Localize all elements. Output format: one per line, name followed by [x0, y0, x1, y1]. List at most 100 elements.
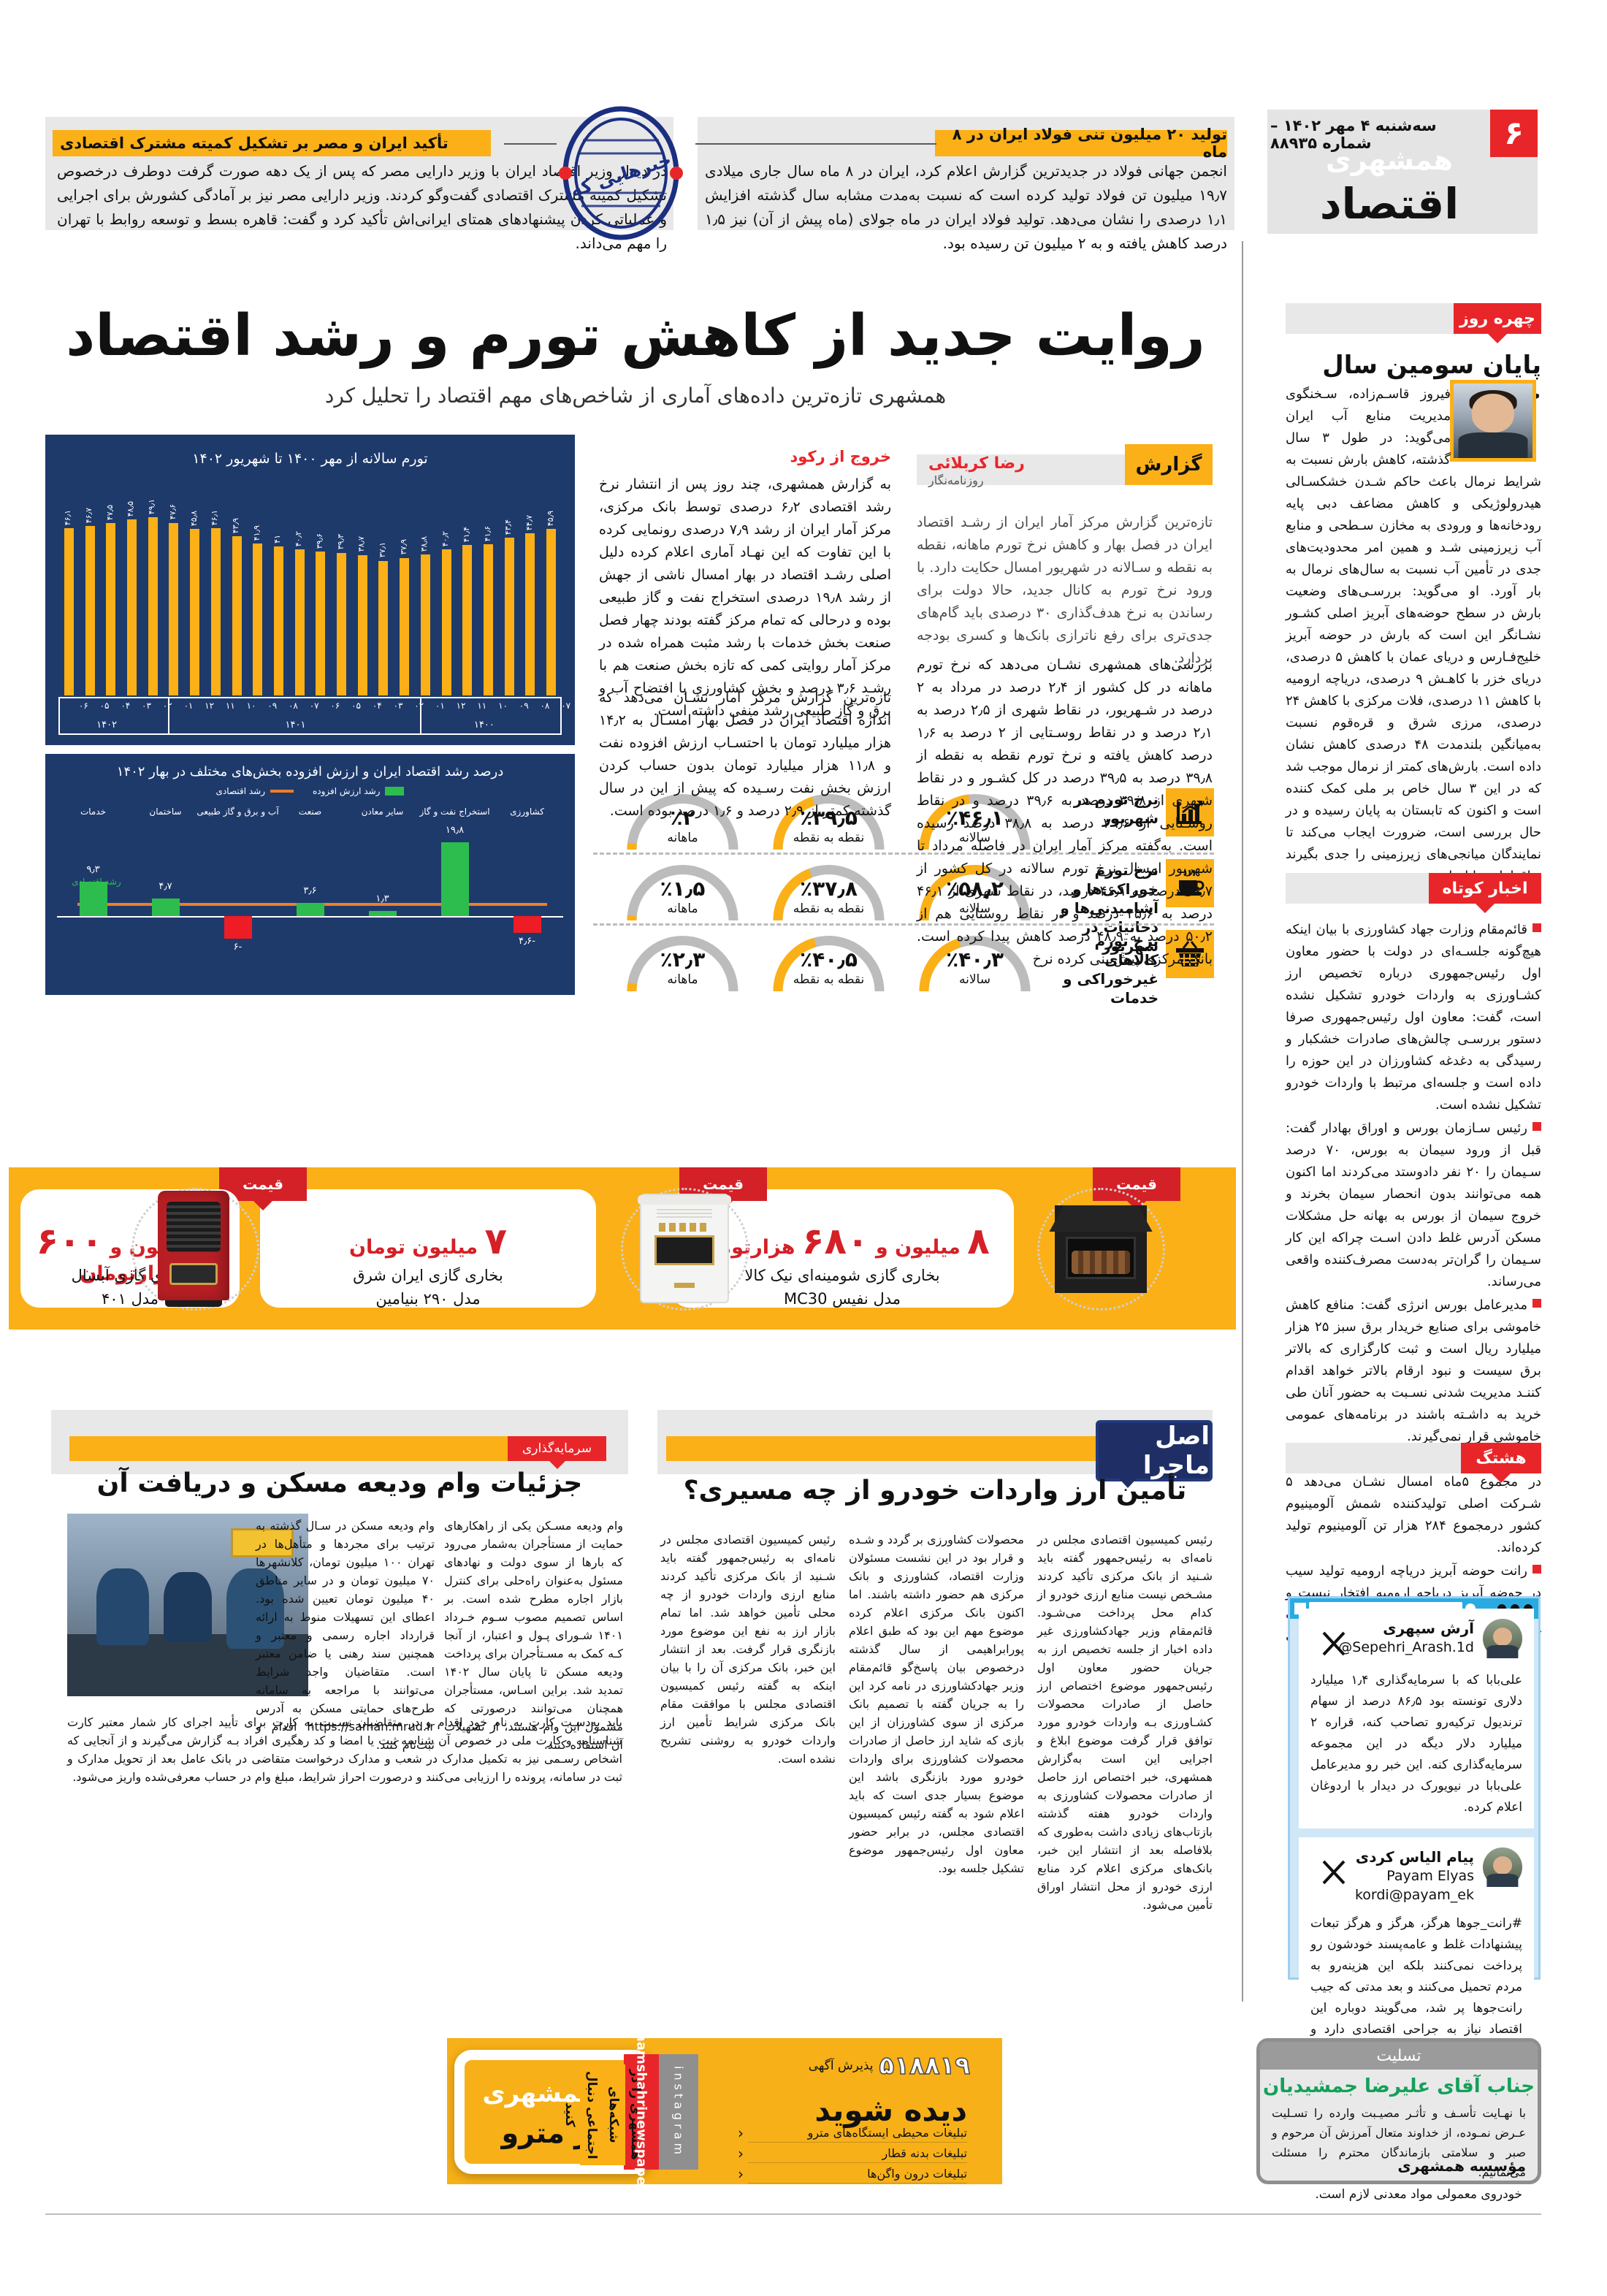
price-number-1: ۸ — [967, 1220, 990, 1262]
report-lead: تازه‌ترین گزارش مرکز آمار ایران از رشـد … — [917, 514, 1213, 666]
chart2-category-label: خدمات — [80, 806, 107, 817]
chart1-bar — [337, 552, 347, 695]
top-news-right-title[interactable]: تولید ۲۰ میلیون تنی فولاد ایران در ۸ ماه — [935, 126, 1227, 161]
chart1-bar-label: ۴۰٫۲ — [294, 531, 304, 547]
chart1-bar-label: ۴۱ — [272, 535, 283, 544]
stat-gauge-caption: سالانه — [959, 972, 990, 987]
top-news-left-title[interactable]: تأکید ایران و مصر بر تشکیل کمیته مشترک ا… — [53, 130, 491, 156]
stat-row: نرخ تورم در شهریور ٪۴۶٫۱ سالانه ٪۳۹٫۵ نقطه ب… — [593, 785, 1214, 853]
metro-ad-phone-row: ۵۱۸۸۱۹ پذیرش آگهی — [808, 2051, 970, 2081]
left-article-col-2: وام ودیعه مسکن در سـال گذشته به ترتیب بر… — [256, 1519, 435, 1752]
chart2-bar-label: ۱٫۳ — [375, 893, 389, 905]
chart1-bar-label: ۴۱٫۴ — [461, 527, 471, 543]
product-halo — [131, 1188, 259, 1311]
chart1-bar-label: ۴۹٫۱ — [147, 498, 157, 515]
face-of-day-text: فیروز قاسـم‌زاده، سـخنگوی مدیریت منابع آ… — [1286, 386, 1541, 884]
chart1-group-separator — [419, 698, 421, 733]
instagram-handle[interactable]: hamshahrinewspaper — [624, 2032, 659, 2192]
stat-gauge-caption: ماهانه — [667, 901, 698, 916]
price-number-2: ۶۸۰ — [801, 1220, 869, 1262]
chart1-x-tick: ۱۲ — [205, 701, 215, 711]
product-halo — [1037, 1188, 1165, 1311]
tweet-window: آرش سپهری @Sepehri_Arash.1d علی‌بابا که با… — [1288, 1596, 1541, 2216]
chart2-bar — [151, 899, 180, 916]
tweet-card[interactable]: پیام الیاس کردی Payam Elyas kordi@payam_e… — [1299, 1837, 1534, 2093]
stat-gauge-caption: سالانه — [959, 831, 990, 845]
stat-gauge-value: ٪۴۶٫۱ — [946, 806, 1004, 830]
chart1-bar-label: ۳۹٫۶ — [314, 533, 324, 549]
stat-gauge: ٪۳۷٫۸ نقطه به نقطه — [765, 858, 893, 922]
report-paragraph-3: تازه‌ترین گزارش مرکز آمار نشـان می‌دهد ک… — [599, 690, 891, 819]
stat-row: نرخ تورم کالاهای غیرخوراکی و خدمات ٪۴۰٫۳ س… — [593, 927, 1214, 1007]
chart1-x-tick: ۰۸ — [288, 701, 298, 711]
chart1-x-tick: ۰۵ — [99, 701, 110, 711]
stat-gauge-value: ٪۵۸٫۲ — [946, 877, 1004, 901]
stat-gauge-caption: سالانه — [959, 901, 990, 916]
chart1-x-tick: ۰۳ — [393, 701, 403, 711]
condolence-org: مؤسسه همشهری — [1397, 2157, 1526, 2175]
chart1-bar — [441, 549, 451, 695]
connector-right — [695, 143, 936, 145]
avatar — [1483, 1619, 1522, 1658]
stat-gauge-value: ٪۲ — [670, 806, 695, 830]
chart1-bar-label: ۴۴٫۷ — [524, 514, 534, 530]
chart1-axis: ۰۷ ۰۸ ۰۹ ۱۰ ۱۱ ۱۲ ۰۱ ۰۲ ۰۳ ۰۴ ۰۵ ۰۶ ۰۷ ۰۸ ۰۹ ۱۰ ۱۱ ۱۲ ۰۱ ۰۲… — [58, 697, 570, 735]
product-image — [637, 1191, 732, 1308]
chart1-x-tick: ۰۴ — [121, 701, 131, 711]
price-card[interactable]: ۷ میلیون تومان بخاری گازی ایران شرق مدل ۲۹… — [260, 1189, 596, 1308]
center-article-title: تأمین ارز واردات خودرو از چه مسیری؟ — [683, 1476, 1187, 1506]
chart1-x-tick: ۰۷ — [309, 701, 319, 711]
chart2-bar-label: ۱۹٫۸ — [445, 825, 465, 836]
bullet-icon — [1532, 1122, 1541, 1131]
section-name: اقتصاد — [1319, 179, 1460, 229]
chart2-category-label: ساختمان — [149, 806, 182, 817]
tweet-author-name: پیام الیاس کردی — [1355, 1848, 1474, 1866]
chart1-bar — [106, 523, 116, 695]
chart1-x-tick: ۰۱ — [183, 701, 194, 711]
metro-ad-bullet-3: تبلیغات درون واگن‌ها — [738, 2165, 967, 2184]
x-icon[interactable] — [1321, 1631, 1347, 1657]
product-name-line-1: بخاری گازی ایران شرق — [353, 1267, 503, 1284]
stat-gauge-value: ٪۳۷٫۸ — [800, 877, 858, 901]
metro-ad-panel: ۵۱۸۸۱۹ پذیرش آگهی دیده شوید تبلیغات محیط… — [447, 2038, 1002, 2184]
chart1-x-tick: ۰۹ — [267, 701, 278, 711]
tweet-author-handle[interactable]: @Sepehri_Arash.1d — [1338, 1639, 1474, 1655]
chart1-bar — [378, 560, 389, 695]
chart1-x-tick: ۱۰ — [498, 701, 508, 711]
tweet-author-handle[interactable]: Payam Elyas kordi@payam_ek — [1354, 1868, 1474, 1903]
stat-row-label: نرخ تورم در شهریور — [1073, 790, 1159, 827]
metro-ad-phone-label: پذیرش آگهی — [808, 2059, 874, 2073]
asl-majara-badge: اصل ماجرا — [1096, 1420, 1213, 1488]
top-news-right-body: انجمن جهانی فولاد در جدیدترین گزارش اعلا… — [705, 162, 1227, 252]
tweet-card[interactable]: آرش سپهری @Sepehri_Arash.1d علی‌بابا که با… — [1299, 1609, 1534, 1828]
chart1-bar-label: ۴۱٫۹ — [251, 525, 262, 541]
stat-gauge-caption: ماهانه — [667, 831, 698, 845]
instagram-ad[interactable]: instagram hamshahrinewspaper همشهری را د… — [562, 2032, 698, 2192]
chart1-bar-label: ۴۵٫۸ — [188, 511, 199, 527]
chart1-x-tick: ۰۹ — [519, 701, 529, 711]
chart1-bar-label: ۴۳٫۴ — [503, 519, 514, 535]
price-unit-1: میلیون و — [869, 1236, 968, 1259]
stat-row-label: نرخ تورم کالاهای غیرخوراکی و خدمات — [1063, 932, 1159, 1007]
connector-left — [504, 143, 557, 145]
annual-inflation-chart: تورم سالانه از مهر ۱۴۰۰ تا شهریور ۱۴۰۲ ۴… — [45, 435, 575, 745]
left-article-tab: سرمایه‌گذاری — [508, 1436, 606, 1461]
chart1-bar — [484, 544, 494, 695]
chart1-bar-label: ۴۶٫۱ — [63, 509, 73, 525]
stat-row: نرخ تورم خوراکی‌ها و آشامیدنی‌ها و دخانی… — [593, 856, 1214, 955]
chart1-x-tick: ۰۷ — [561, 701, 571, 711]
price-unit-1: میلیون تومان — [348, 1236, 485, 1259]
chart1-x-tick: ۱۱ — [225, 701, 235, 711]
product-image — [148, 1191, 243, 1308]
chart1-bar — [64, 527, 74, 695]
chart2-bar — [368, 911, 397, 916]
chart2-title: درصد رشد اقتصاد ایران و ارزش افزوده بخش‌… — [116, 764, 504, 779]
x-icon[interactable] — [1321, 1859, 1347, 1885]
stat-gauge-value: ٪۱٫۵ — [660, 877, 706, 901]
report-byline-background — [917, 454, 1129, 485]
stat-gauge: ٪۳۹٫۵ نقطه به نقطه — [765, 787, 893, 851]
chart1-bar — [190, 529, 200, 695]
short-news-list: قائم‌مقام وزارت جهاد کشاورزی با بیان این… — [1286, 919, 1541, 1671]
